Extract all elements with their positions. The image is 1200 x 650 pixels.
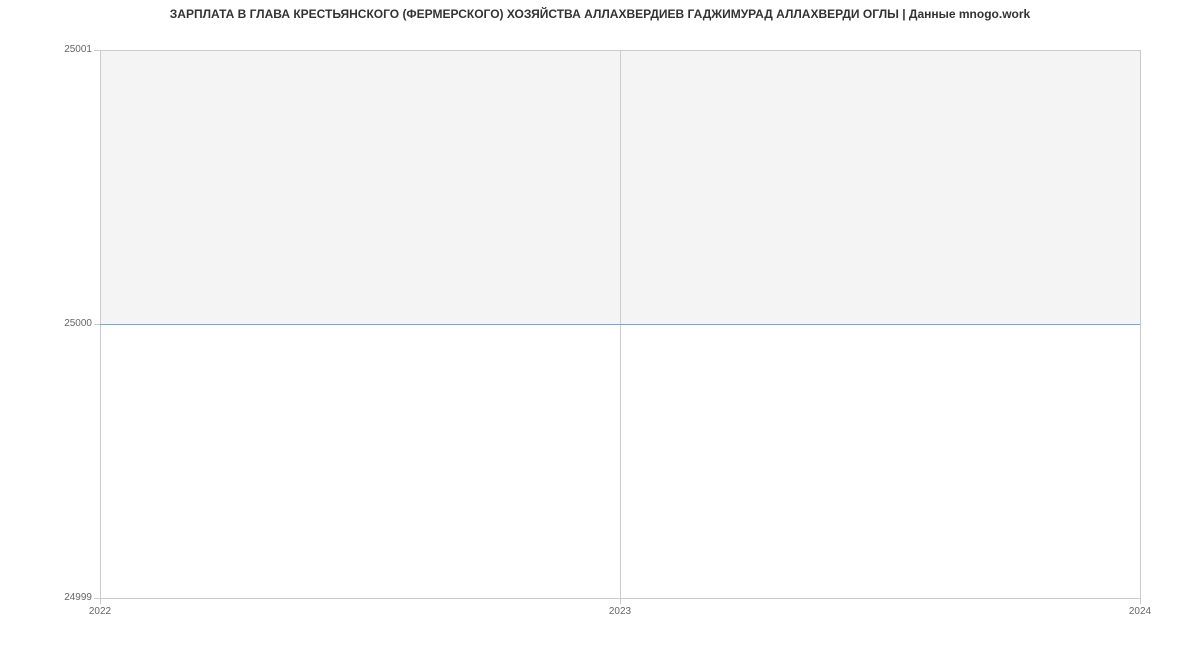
y-tick-label: 25001	[42, 44, 92, 55]
x-tick-mark	[100, 598, 101, 604]
x-tick-mark	[620, 598, 621, 604]
chart-container: ЗАРПЛАТА В ГЛАВА КРЕСТЬЯНСКОГО (ФЕРМЕРСК…	[0, 0, 1200, 650]
plot-border-right	[1140, 50, 1141, 598]
y-tick-mark	[94, 50, 100, 51]
y-tick-label: 25000	[42, 318, 92, 329]
chart-title: ЗАРПЛАТА В ГЛАВА КРЕСТЬЯНСКОГО (ФЕРМЕРСК…	[0, 7, 1200, 21]
x-tick-label: 2022	[89, 606, 111, 617]
x-tick-label: 2024	[1129, 606, 1151, 617]
x-tick-mark	[1140, 598, 1141, 604]
x-tick-label: 2023	[609, 606, 631, 617]
y-tick-mark	[94, 324, 100, 325]
series-line	[100, 324, 1140, 325]
y-tick-label: 24999	[42, 592, 92, 603]
